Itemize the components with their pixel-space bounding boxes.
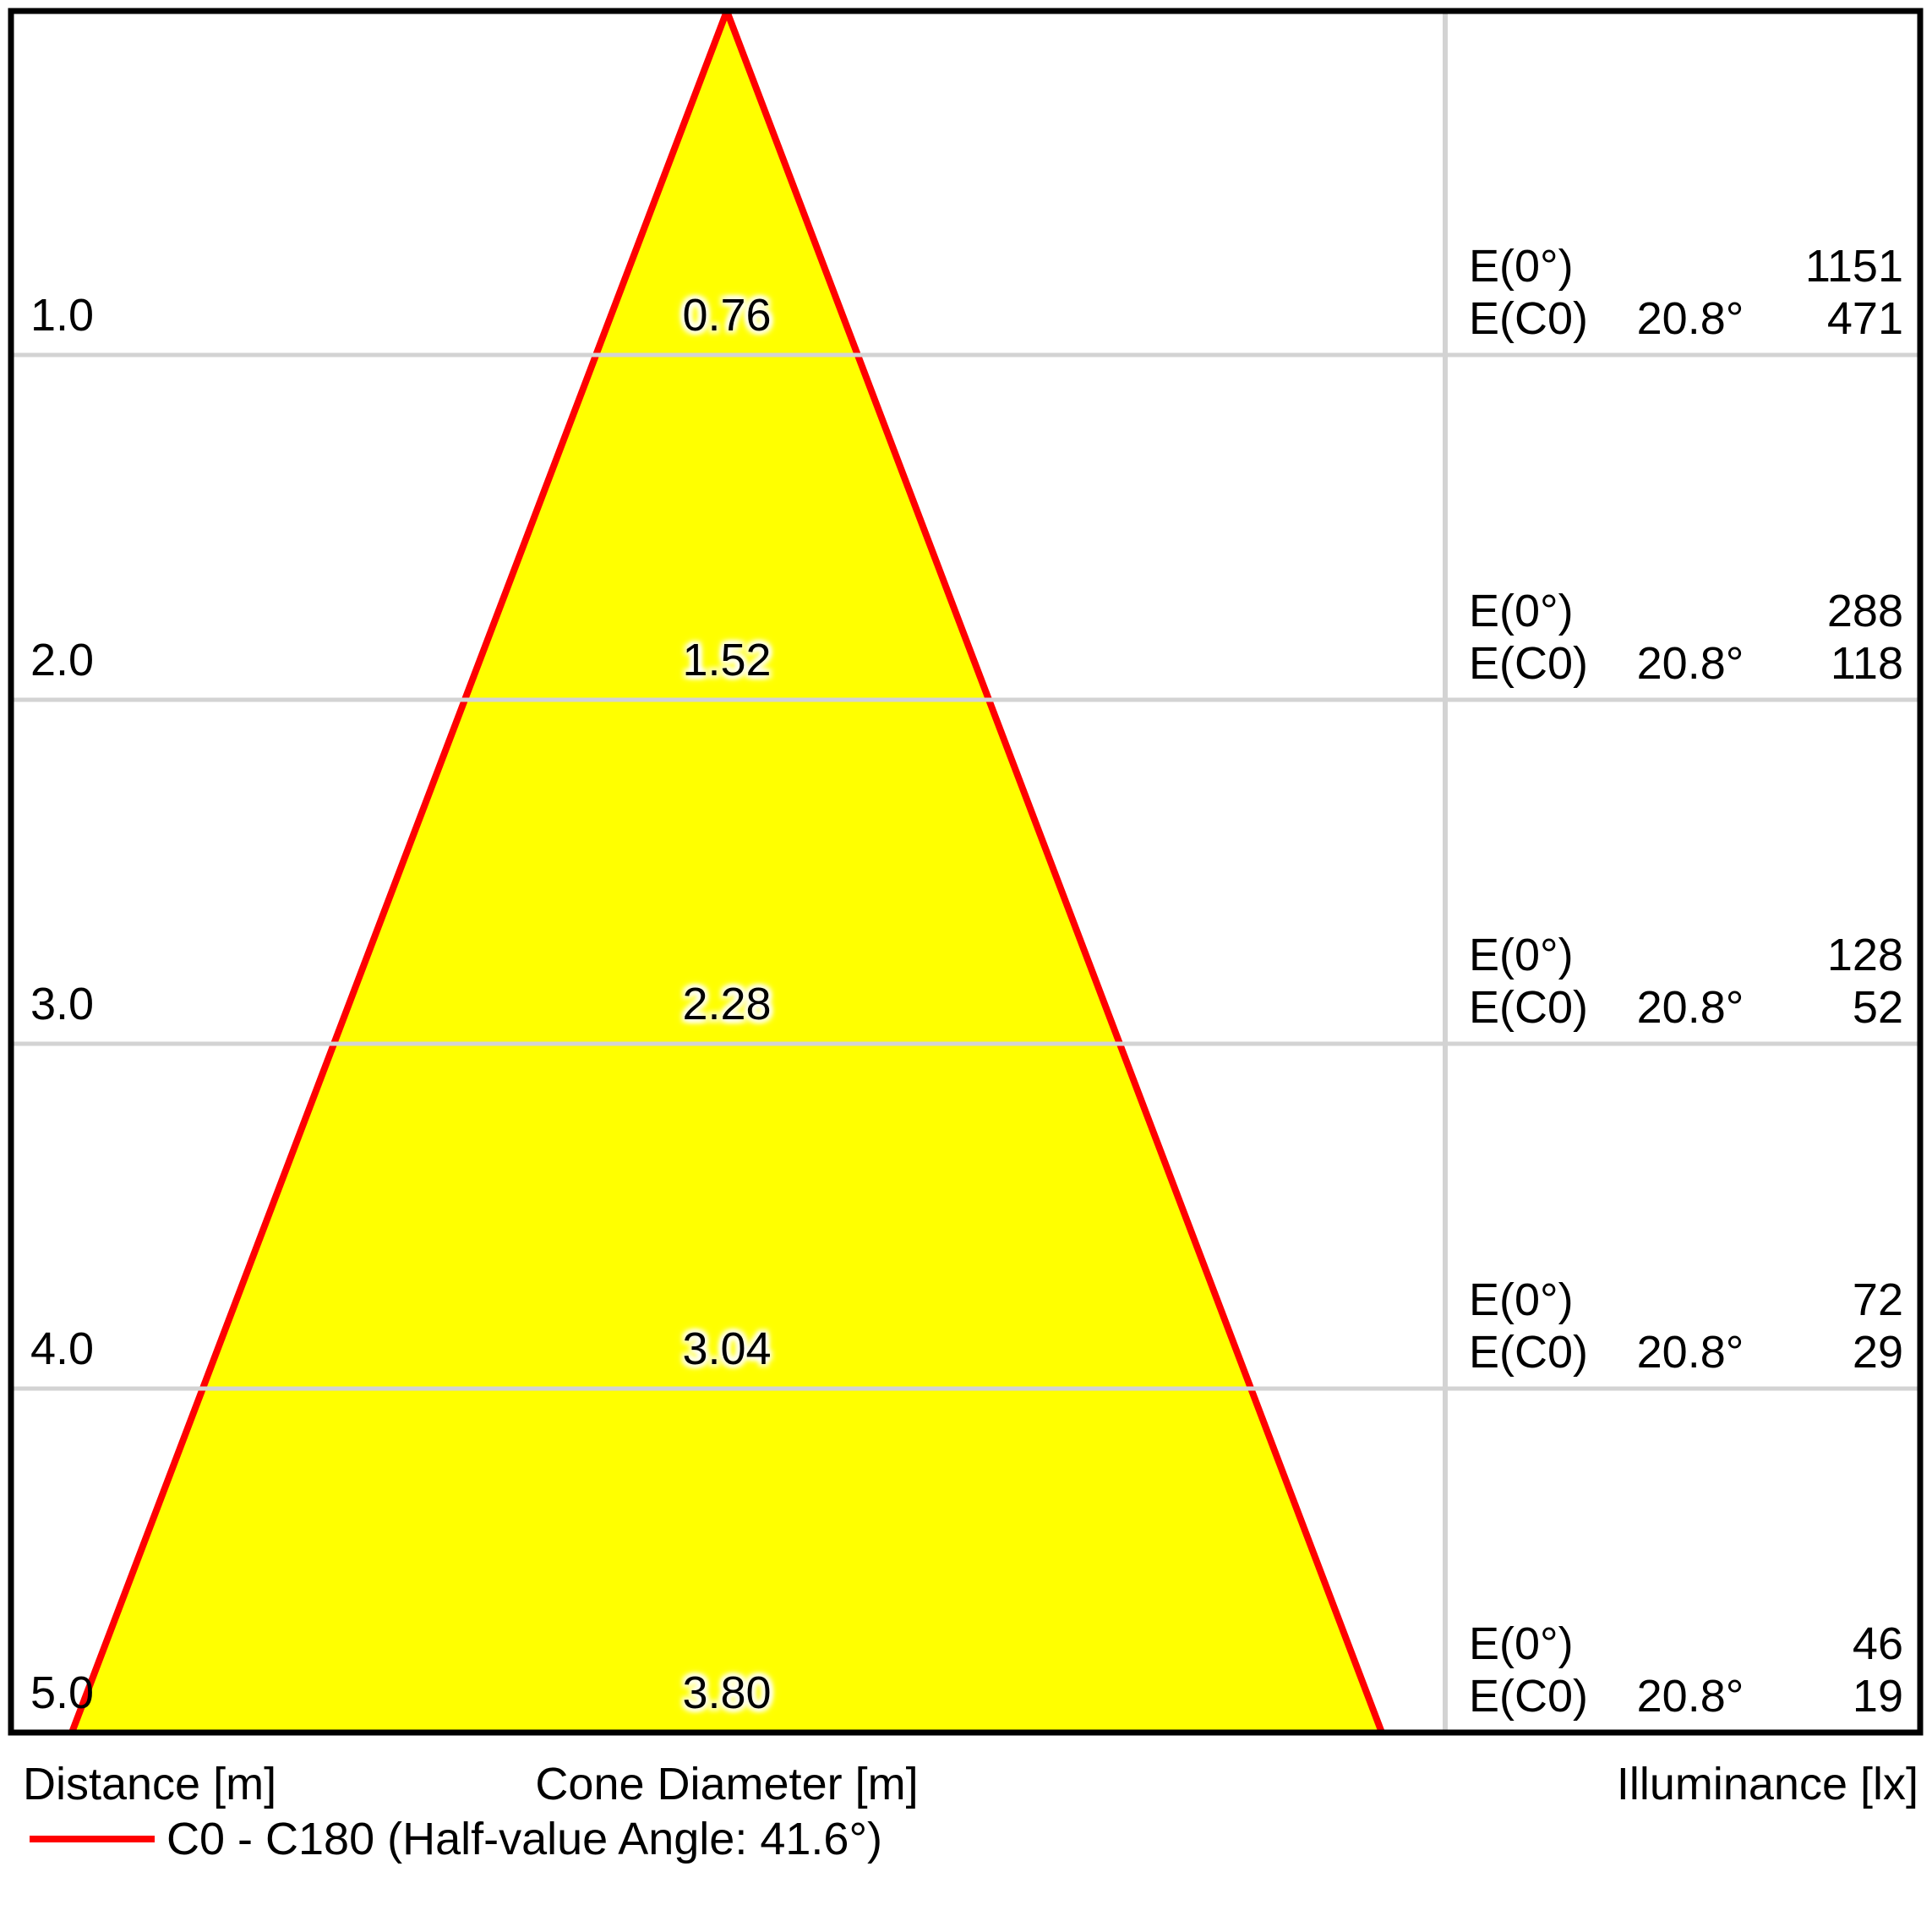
ec0-value: 29 (1852, 1327, 1903, 1378)
illuminance-axis-title: Illuminance [lx] (1616, 1759, 1918, 1809)
half-angle-value: 20.8° (1636, 1671, 1744, 1722)
distance-label: 2.0 (30, 635, 95, 685)
legend-label: C0 - C180 (Half-value Angle: 41.6°) (166, 1814, 883, 1864)
cone-edge-right-line (723, 9, 1385, 1734)
distance-label: 4.0 (30, 1323, 95, 1374)
e0-label: E(0°) (1469, 586, 1574, 636)
cone-diameter-axis-title: Cone Diameter [m] (535, 1759, 919, 1809)
e0-label: E(0°) (1469, 241, 1574, 292)
ec0-label: E(C0) (1469, 1671, 1589, 1722)
illuminance-ec0-row: E(C0) 20.8° 471 (1445, 293, 1922, 344)
ec0-value: 118 (1830, 638, 1903, 689)
e0-value: 46 (1852, 1618, 1903, 1669)
ec0-value: 52 (1852, 982, 1903, 1033)
illuminance-ec0-row: E(C0) 20.8° 118 (1445, 638, 1922, 689)
illuminance-ec0-row: E(C0) 20.8° 19 (1445, 1671, 1922, 1722)
distance-label: 1.0 (30, 290, 95, 341)
half-angle-value: 20.8° (1636, 293, 1744, 344)
e0-value: 72 (1852, 1274, 1903, 1325)
e0-value: 128 (1826, 930, 1903, 980)
ec0-label: E(C0) (1469, 1327, 1589, 1378)
ec0-value: 19 (1852, 1671, 1903, 1722)
half-angle-value: 20.8° (1636, 1327, 1744, 1378)
legend-line (30, 1836, 155, 1842)
light-cone-shape (72, 11, 1382, 1733)
cone-diameter-label: 2.28 (682, 979, 772, 1029)
ec0-label: E(C0) (1469, 293, 1589, 344)
distance-label: 3.0 (30, 979, 95, 1029)
half-angle-value: 20.8° (1636, 982, 1744, 1033)
e0-label: E(0°) (1469, 1274, 1574, 1325)
e0-value: 288 (1826, 586, 1903, 636)
illuminance-e0-row: E(0°) 288 (1445, 586, 1922, 636)
cone-diameter-label: 0.76 (682, 290, 772, 341)
distance-label: 5.0 (30, 1667, 95, 1718)
distance-axis-title: Distance [m] (23, 1759, 277, 1809)
ec0-value: 471 (1826, 293, 1903, 344)
cone-diameter-label: 3.80 (682, 1667, 772, 1718)
illuminance-e0-row: E(0°) 46 (1445, 1618, 1922, 1669)
chart-border (8, 8, 1924, 1736)
cone-diameter-label: 3.04 (682, 1323, 772, 1374)
illuminance-ec0-row: E(C0) 20.8° 29 (1445, 1327, 1922, 1378)
illuminance-ec0-row: E(C0) 20.8° 52 (1445, 982, 1922, 1033)
half-angle-value: 20.8° (1636, 638, 1744, 689)
e0-label: E(0°) (1469, 930, 1574, 980)
illuminance-e0-row: E(0°) 1151 (1445, 241, 1922, 292)
ec0-label: E(C0) (1469, 982, 1589, 1033)
illuminance-e0-row: E(0°) 72 (1445, 1274, 1922, 1325)
cone-edge-left-line (68, 9, 730, 1734)
ec0-label: E(C0) (1469, 638, 1589, 689)
illuminance-e0-row: E(0°) 128 (1445, 930, 1922, 980)
e0-label: E(0°) (1469, 1618, 1574, 1669)
cone-diameter-label: 1.52 (682, 635, 772, 685)
e0-value: 1151 (1804, 241, 1903, 292)
